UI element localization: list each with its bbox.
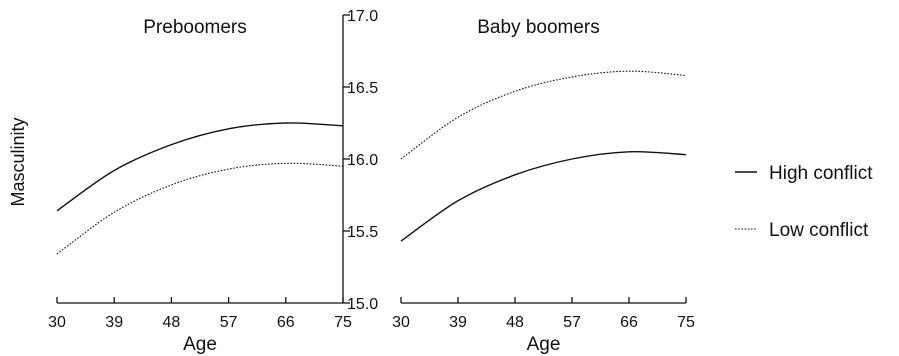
panel-title: Baby boomers [477,17,600,38]
panel-2: Baby boomers 30 39 48 57 66 75 Age [392,17,695,355]
panel-title: Preboomers [143,17,247,38]
series-line-low-conflict [56,162,344,255]
series-line-high-conflict [56,122,344,212]
legend-label: High conflict [769,163,873,184]
series-line-low-conflict [400,70,687,160]
x-tick-label: 30 [392,314,410,331]
x-tick-label: 66 [620,314,638,331]
y-tick-label: 15.5 [347,224,378,241]
panel-1: Preboomers 30 39 48 57 66 75 Age [48,17,352,355]
x-axis-label: Age [527,334,561,355]
x-tick-label: 48 [506,314,524,331]
x-tick-label: 75 [334,314,352,331]
x-tick-label: 66 [277,314,295,331]
legend-label: Low conflict [769,220,869,241]
y-tick-label: 16.5 [347,80,378,97]
x-tick-label: 39 [449,314,467,331]
x-axis-label: Age [183,334,217,355]
x-tick-label: 57 [220,314,238,331]
series-line-high-conflict [400,150,687,242]
x-tick-label: 75 [677,314,695,331]
x-tick-label: 30 [48,314,66,331]
y-tick-label: 17.0 [347,8,378,25]
y-axis-label: Masculinity [8,117,28,206]
panels-layer: Preboomers 30 39 48 57 66 75 Age Baby boomers 30 3… [48,17,695,355]
y-tick-label: 16.0 [347,152,378,169]
x-tick-label: 39 [105,314,123,331]
x-tick-label: 48 [163,314,181,331]
y-tick-label: 15.0 [347,296,378,313]
x-tick-label: 57 [563,314,581,331]
legend: High conflict Low conflict [735,163,873,241]
shared-y-axis: 15.0 15.5 16.0 16.5 17.0 [342,8,378,313]
